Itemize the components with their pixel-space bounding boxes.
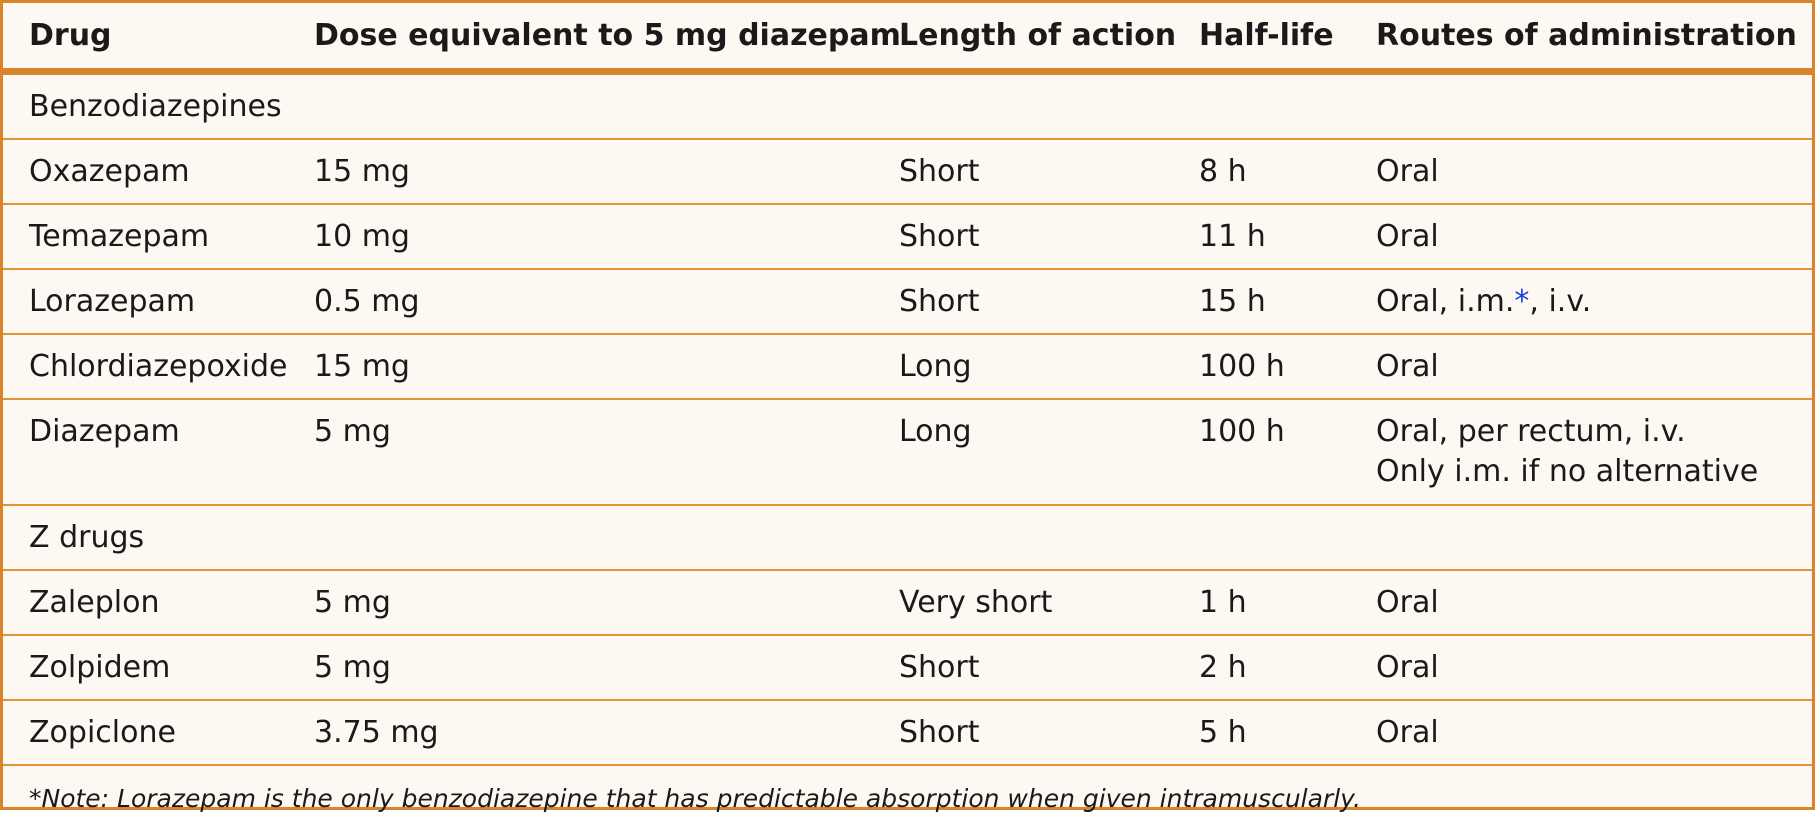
table-row: Temazepam 10 mg Short 11 h Oral [3, 204, 1812, 270]
dose-cell: 0.5 mg [314, 269, 899, 335]
routes-line-1: Oral, per rectum, i.v. [1376, 414, 1686, 449]
routes-cell: Oral [1376, 139, 1812, 205]
length-cell: Long [899, 334, 1199, 400]
half-life-cell: 8 h [1199, 139, 1376, 205]
section-row-z-drugs: Z drugs [3, 505, 1812, 571]
header-drug: Drug [3, 3, 314, 75]
half-life-cell: 100 h [1199, 334, 1376, 400]
section-title: Z drugs [3, 505, 1812, 571]
table-row: Zolpidem 5 mg Short 2 h Oral [3, 635, 1812, 701]
half-life-cell: 100 h [1199, 399, 1376, 506]
half-life-cell: 15 h [1199, 269, 1376, 335]
header-length: Length of action [899, 3, 1199, 75]
drug-comparison-table: Drug Dose equivalent to 5 mg diazepam Le… [3, 3, 1812, 832]
header-half-life: Half-life [1199, 3, 1376, 75]
dose-cell: 5 mg [314, 399, 899, 506]
length-cell: Short [899, 204, 1199, 270]
half-life-cell: 1 h [1199, 570, 1376, 636]
header-dose: Dose equivalent to 5 mg diazepam [314, 3, 901, 75]
length-cell: Short [899, 139, 1199, 205]
table-row: Oxazepam 15 mg Short 8 h Oral [3, 139, 1812, 205]
dose-cell: 3.75 mg [314, 700, 899, 766]
half-life-cell: 11 h [1199, 204, 1376, 270]
length-cell: Very short [899, 570, 1199, 636]
drug-table-container: Drug Dose equivalent to 5 mg diazepam Le… [0, 0, 1815, 813]
table-row: Chlordiazepoxide 15 mg Long 100 h Oral [3, 334, 1812, 400]
length-cell: Short [899, 635, 1199, 701]
half-life-cell: 2 h [1199, 635, 1376, 701]
header-row: Drug Dose equivalent to 5 mg diazepam Le… [3, 3, 1812, 75]
routes-cell: Oral, i.m.*, i.v. [1376, 269, 1812, 335]
routes-cell: Oral [1376, 635, 1812, 701]
header-routes: Routes of administration [1376, 3, 1812, 75]
dose-cell: 10 mg [314, 204, 899, 270]
routes-line-2: Only i.m. if no alternative [1376, 454, 1759, 489]
routes-cell: Oral, per rectum, i.v. Only i.m. if no a… [1376, 399, 1812, 506]
drug-cell: Lorazepam [3, 269, 314, 335]
drug-cell: Temazepam [3, 204, 314, 270]
half-life-cell: 5 h [1199, 700, 1376, 766]
drug-cell: Diazepam [3, 399, 314, 506]
table-row: Zaleplon 5 mg Very short 1 h Oral [3, 570, 1812, 636]
footnote-marker: * [1514, 284, 1530, 319]
length-cell: Short [899, 269, 1199, 335]
drug-cell: Chlordiazepoxide [3, 334, 314, 400]
routes-text: Oral, i.m. [1376, 284, 1515, 319]
dose-cell: 5 mg [314, 635, 899, 701]
drug-cell: Zopiclone [3, 700, 314, 766]
dose-cell: 15 mg [314, 139, 899, 205]
section-row-benzodiazepines: Benzodiazepines [3, 71, 1812, 140]
table-row: Zopiclone 3.75 mg Short 5 h Oral [3, 700, 1812, 766]
length-cell: Long [899, 399, 1199, 506]
footnote-row: *Note: Lorazepam is the only benzodiazep… [3, 765, 1812, 832]
drug-cell: Zaleplon [3, 570, 314, 636]
routes-cell: Oral [1376, 570, 1812, 636]
table-row: Diazepam 5 mg Long 100 h Oral, per rectu… [3, 399, 1812, 506]
footnote: *Note: Lorazepam is the only benzodiazep… [29, 784, 1361, 813]
length-cell: Short [899, 700, 1199, 766]
routes-cell: Oral [1376, 334, 1812, 400]
drug-cell: Zolpidem [3, 635, 314, 701]
table-row: Lorazepam 0.5 mg Short 15 h Oral, i.m.*,… [3, 269, 1812, 335]
routes-cell: Oral [1376, 700, 1812, 766]
section-title: Benzodiazepines [3, 71, 1812, 140]
dose-cell: 5 mg [314, 570, 899, 636]
routes-text-suffix: , i.v. [1529, 284, 1592, 319]
dose-cell: 15 mg [314, 334, 899, 400]
drug-cell: Oxazepam [3, 139, 314, 205]
routes-cell: Oral [1376, 204, 1812, 270]
